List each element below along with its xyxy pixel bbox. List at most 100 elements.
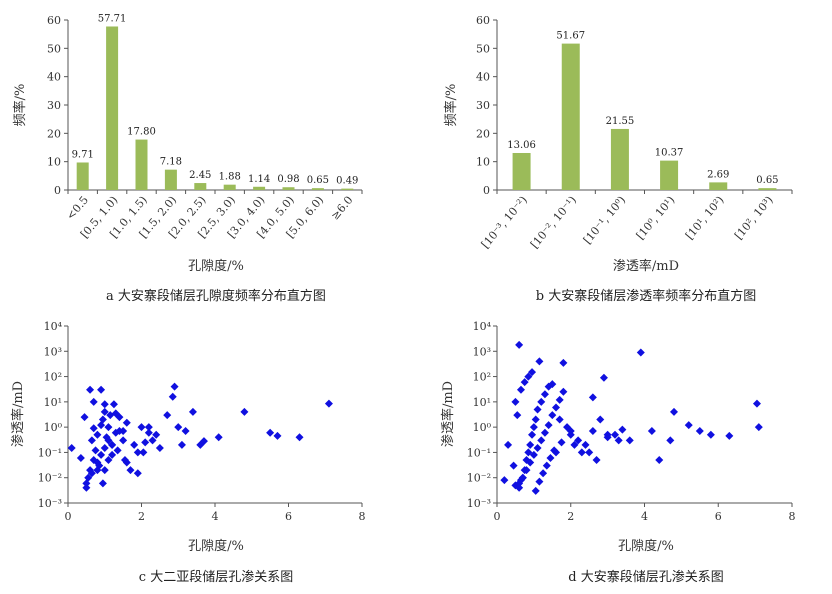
bar-data-label: 7.18 xyxy=(160,157,182,168)
scatter-point xyxy=(104,456,113,465)
scatter-point xyxy=(295,433,304,442)
bar xyxy=(194,183,207,190)
scatter-point xyxy=(515,340,524,349)
scatter-point xyxy=(524,372,533,381)
x-tick-label: 8 xyxy=(789,510,796,523)
bar-data-label: 2.45 xyxy=(189,170,211,181)
y-tick-label: 10³ xyxy=(44,345,62,358)
bar-data-label: 13.06 xyxy=(507,140,536,151)
x-tick-label: 4 xyxy=(212,510,219,523)
scatter-point xyxy=(515,479,524,488)
y-tick-label: 10⁻³ xyxy=(38,497,62,510)
permeability-histogram-panel: 频率/% 渗透率/mD b 大安寨段储层渗透率频率分布直方图 0 10 20 30 40… xyxy=(443,14,793,304)
scatter-point xyxy=(177,440,186,449)
y-tick-label: 10² xyxy=(473,371,491,384)
scatter-point xyxy=(695,427,704,436)
scatter-point xyxy=(539,469,548,478)
scatter-point xyxy=(100,400,109,409)
panel-c-ylabel: 渗透率/mD xyxy=(10,381,26,447)
scatter-point xyxy=(559,387,568,396)
panel-a-ylabel: 频率/% xyxy=(12,84,28,127)
x-tick-label: 8 xyxy=(359,510,366,523)
panel-c-xlabel: 孔隙度/% xyxy=(188,538,244,554)
scatter-point xyxy=(725,431,734,440)
scatter-point xyxy=(98,415,107,424)
scatter-point xyxy=(168,392,177,401)
bar-data-label: 57.71 xyxy=(98,13,127,24)
scatter-point xyxy=(518,473,527,482)
y-tick-label: 10⁻¹ xyxy=(38,446,62,459)
bar xyxy=(512,152,531,190)
bar xyxy=(610,128,629,190)
x-tick-label: 4 xyxy=(641,510,648,523)
porosity-histogram-panel: 频率/% 孔隙度/% a 大安寨段储层孔隙度频率分布直方图 0 10 20 30 40 5… xyxy=(12,13,363,304)
y-tick-label: 20 xyxy=(47,127,61,140)
scatter-point xyxy=(531,415,540,424)
scatter-point xyxy=(515,483,524,492)
panel-d-ylabel: 渗透率/mD xyxy=(440,381,456,447)
bar xyxy=(311,188,324,190)
y-tick-label: 10⁰ xyxy=(44,421,63,434)
y-tick-label: 40 xyxy=(47,71,61,84)
x-tick-label: 2 xyxy=(567,510,574,523)
scatter-point xyxy=(754,423,763,432)
panel-d-caption: d 大安寨段储层孔渗关系图 xyxy=(568,569,723,585)
bar xyxy=(341,188,354,190)
scatter-point xyxy=(113,446,122,455)
x-tick-label: 0 xyxy=(65,510,72,523)
porosity-permeability-scatter-c-panel: 渗透率/mD 孔隙度/% c 大二亚段储层孔渗关系图 10⁻³ 10⁻² 10⁻¹ 1… xyxy=(10,320,366,585)
scatter-point xyxy=(80,413,89,422)
scatter-point xyxy=(531,486,540,495)
scatter-point xyxy=(559,358,568,367)
scatter-point xyxy=(581,440,590,449)
x-category-label: [10⁻², 10⁻¹) xyxy=(528,194,579,251)
bar-data-label: 17.80 xyxy=(127,127,156,138)
scatter-point xyxy=(542,461,551,470)
scatter-point xyxy=(577,448,586,457)
bar-data-label: 0.98 xyxy=(277,174,299,185)
bar xyxy=(223,184,236,190)
scatter-point xyxy=(618,425,627,434)
scatter-point xyxy=(199,437,208,446)
scatter-point xyxy=(148,436,157,445)
bar xyxy=(709,182,728,190)
scatter-point xyxy=(174,423,183,432)
scatter-point xyxy=(266,428,275,437)
y-tick-label: 10⁰ xyxy=(473,421,492,434)
scatter-point xyxy=(181,427,190,436)
scatter-point xyxy=(126,466,135,475)
y-tick-label: 50 xyxy=(47,42,61,55)
scatter-point xyxy=(87,469,96,478)
y-tick-label: 10³ xyxy=(473,345,491,358)
bar-data-label: 1.14 xyxy=(248,174,270,185)
scatter-point xyxy=(526,440,535,449)
panel-d-xlabel: 孔隙度/% xyxy=(618,538,674,554)
y-tick-label: 0 xyxy=(54,184,61,197)
x-tick-label: 6 xyxy=(715,510,722,523)
y-tick-label: 10⁴ xyxy=(473,320,492,333)
scatter-point xyxy=(588,393,597,402)
scatter-point xyxy=(552,403,560,412)
panel-b-ylabel: 频率/% xyxy=(443,84,459,127)
scatter-point xyxy=(655,456,664,465)
scatter-point xyxy=(540,428,549,437)
panel-b-xlabel: 渗透率/mD xyxy=(613,258,679,274)
scatter-point xyxy=(133,469,142,478)
y-tick-label: 20 xyxy=(476,127,490,140)
bar-data-label: 10.37 xyxy=(655,148,684,159)
x-tick-label: 6 xyxy=(285,510,292,523)
scatter-point xyxy=(163,411,172,420)
scatter-point xyxy=(141,438,150,447)
scatter-point xyxy=(548,411,557,420)
scatter-point xyxy=(100,443,109,452)
panel-a-xlabel: 孔隙度/% xyxy=(188,258,244,274)
scatter-point xyxy=(144,428,153,437)
scatter-point xyxy=(528,430,537,439)
scatter-point xyxy=(122,458,131,467)
scatter-point xyxy=(97,450,106,459)
scatter-point xyxy=(533,443,542,452)
scatter-point xyxy=(516,385,525,394)
scatter-point xyxy=(104,436,113,445)
scatter-point xyxy=(86,385,95,394)
